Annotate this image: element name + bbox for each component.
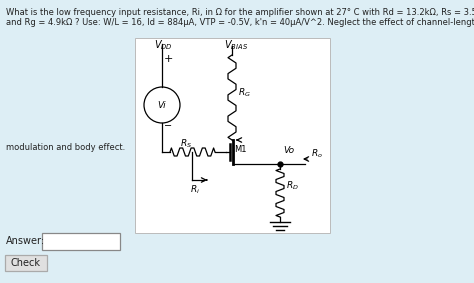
Text: $R_o$: $R_o$ (311, 148, 323, 160)
Bar (5, 255, 47, 271)
Text: $V_{DD}$: $V_{DD}$ (154, 38, 173, 52)
Text: $R_D$: $R_D$ (286, 180, 299, 192)
Text: Answer:: Answer: (6, 236, 45, 246)
Text: M1: M1 (234, 145, 246, 153)
Text: $R_i$: $R_i$ (190, 184, 200, 196)
Text: Vo: Vo (283, 146, 294, 155)
Text: $R_S$: $R_S$ (180, 138, 192, 151)
Text: +: + (164, 54, 173, 64)
Text: and Rg = 4.9kΩ ? Use: W/L = 16, Id = 884μA, VTP = -0.5V, k'n = 40μA/V^2. Neglect: and Rg = 4.9kΩ ? Use: W/L = 16, Id = 884… (6, 18, 474, 27)
Text: $R_G$: $R_G$ (238, 87, 251, 99)
Text: $V_{BIAS}$: $V_{BIAS}$ (224, 38, 248, 52)
Text: Vi: Vi (158, 100, 166, 110)
Text: modulation and body effect.: modulation and body effect. (6, 143, 125, 153)
Text: Check: Check (11, 258, 41, 268)
Bar (135, 38, 330, 233)
Text: −: − (164, 121, 172, 131)
Text: What is the low frequency input resistance, Ri, in Ω for the amplifier shown at : What is the low frequency input resistan… (6, 8, 474, 17)
Bar (42, 233, 120, 250)
